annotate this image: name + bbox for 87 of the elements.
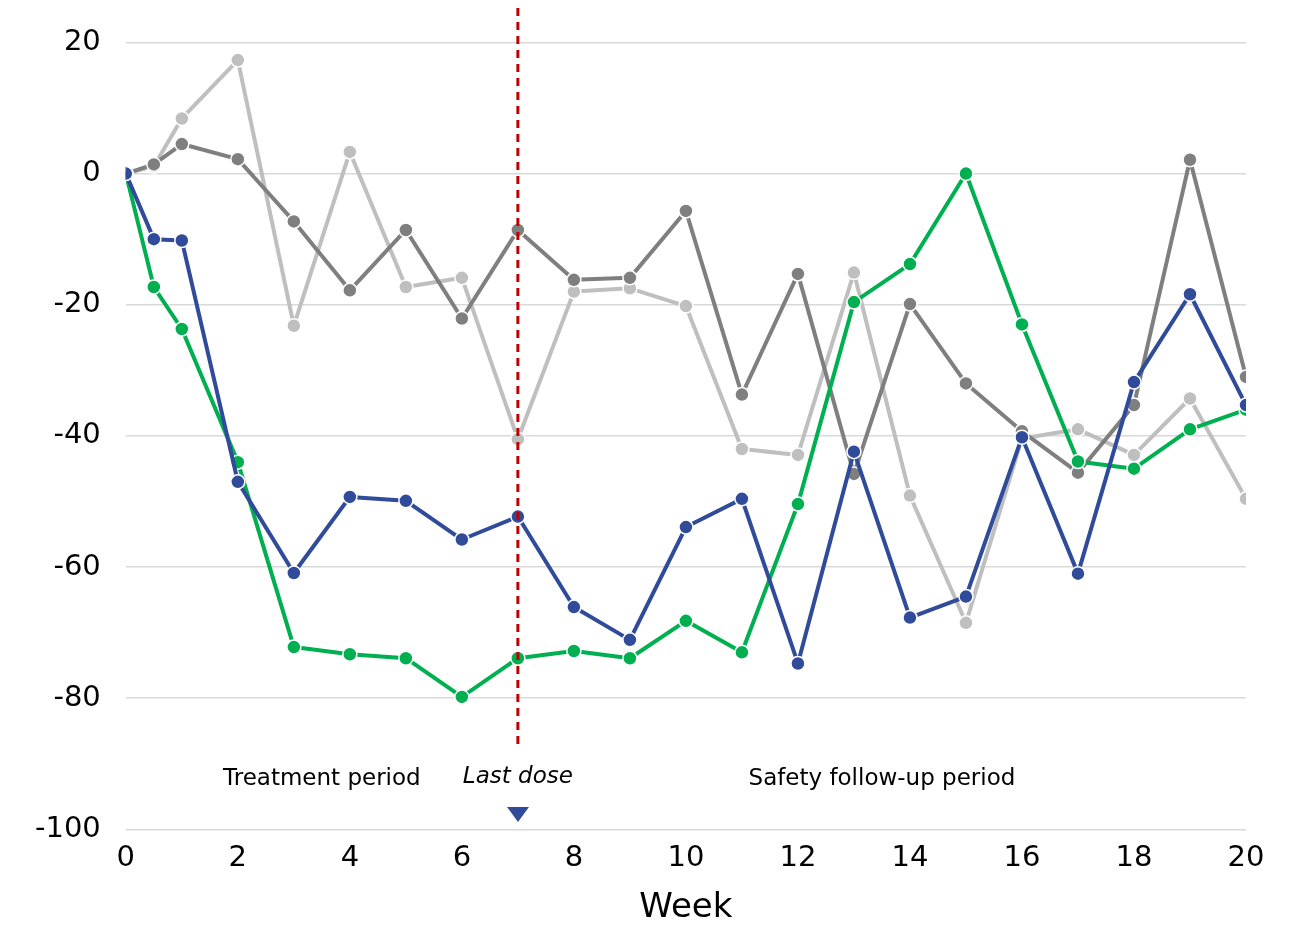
x-tick-label: 4 [340, 839, 360, 874]
x-tick-label: 2 [228, 839, 248, 874]
y-tick-label: -100 [34, 809, 101, 844]
point [1070, 565, 1086, 582]
point [790, 266, 806, 282]
point [846, 443, 862, 460]
point [622, 632, 638, 648]
x-tick-label: 12 [779, 839, 817, 874]
y-tick-label: -20 [53, 285, 101, 320]
point [1070, 421, 1086, 438]
point [902, 609, 918, 626]
point [286, 213, 302, 230]
point [958, 588, 974, 605]
point [678, 203, 694, 219]
x-tick-label: 6 [452, 839, 472, 874]
point [958, 615, 974, 631]
point [398, 650, 414, 666]
point [398, 279, 414, 295]
point [1126, 447, 1142, 463]
x-tick-label: 18 [1115, 839, 1153, 874]
point [1182, 421, 1198, 438]
point [230, 52, 246, 68]
y-tick-label: -60 [53, 547, 101, 582]
point [146, 231, 162, 247]
annotation: Safety follow-up period [748, 764, 1016, 791]
point [342, 282, 358, 299]
point [790, 447, 806, 463]
point [734, 386, 750, 403]
point [1182, 390, 1198, 407]
point [454, 270, 470, 286]
point [566, 599, 582, 615]
point [230, 474, 246, 490]
point [902, 256, 918, 272]
point [958, 375, 974, 392]
point [1070, 453, 1086, 470]
point [734, 644, 750, 661]
y-tick-label: 0 [82, 154, 101, 189]
point [454, 310, 470, 327]
y-tick-label: -40 [53, 416, 101, 451]
x-axis-title: Week [639, 885, 733, 926]
x-tick-label: 8 [564, 839, 584, 874]
point [958, 165, 974, 182]
point [846, 294, 862, 310]
point [622, 650, 638, 666]
point [1182, 286, 1198, 302]
point [398, 493, 414, 509]
point [566, 643, 582, 659]
x-tick-label: 0 [116, 839, 136, 874]
point [678, 613, 694, 629]
point [678, 519, 694, 535]
point [454, 531, 470, 548]
point [790, 496, 806, 512]
y-tick-label: -80 [53, 678, 101, 713]
point [622, 270, 638, 286]
point [454, 689, 470, 705]
point [1182, 152, 1198, 168]
point [286, 317, 302, 334]
x-tick-label: 16 [1003, 839, 1041, 874]
point [230, 151, 246, 167]
annotation: Treatment period [222, 764, 421, 791]
point [174, 110, 190, 127]
x-tick-label: 10 [667, 839, 705, 874]
point [174, 232, 190, 249]
y-tick-label: 20 [63, 22, 101, 57]
point [342, 489, 358, 505]
point [902, 487, 918, 504]
point [286, 565, 302, 581]
point [174, 136, 190, 152]
point [734, 441, 750, 457]
x-tick-label: 14 [891, 839, 929, 874]
point [846, 264, 862, 281]
point [566, 272, 582, 288]
point [790, 655, 806, 672]
point [342, 144, 358, 160]
point [1126, 460, 1142, 477]
point [398, 222, 414, 238]
point [174, 321, 190, 337]
point [146, 279, 162, 295]
point [734, 491, 750, 507]
point [902, 296, 918, 312]
point [342, 646, 358, 663]
point [286, 639, 302, 655]
point [1014, 316, 1030, 333]
point [678, 298, 694, 314]
ref-line-label: Last dose [462, 762, 573, 789]
point [1126, 374, 1142, 390]
x-tick-label: 20 [1227, 839, 1265, 874]
